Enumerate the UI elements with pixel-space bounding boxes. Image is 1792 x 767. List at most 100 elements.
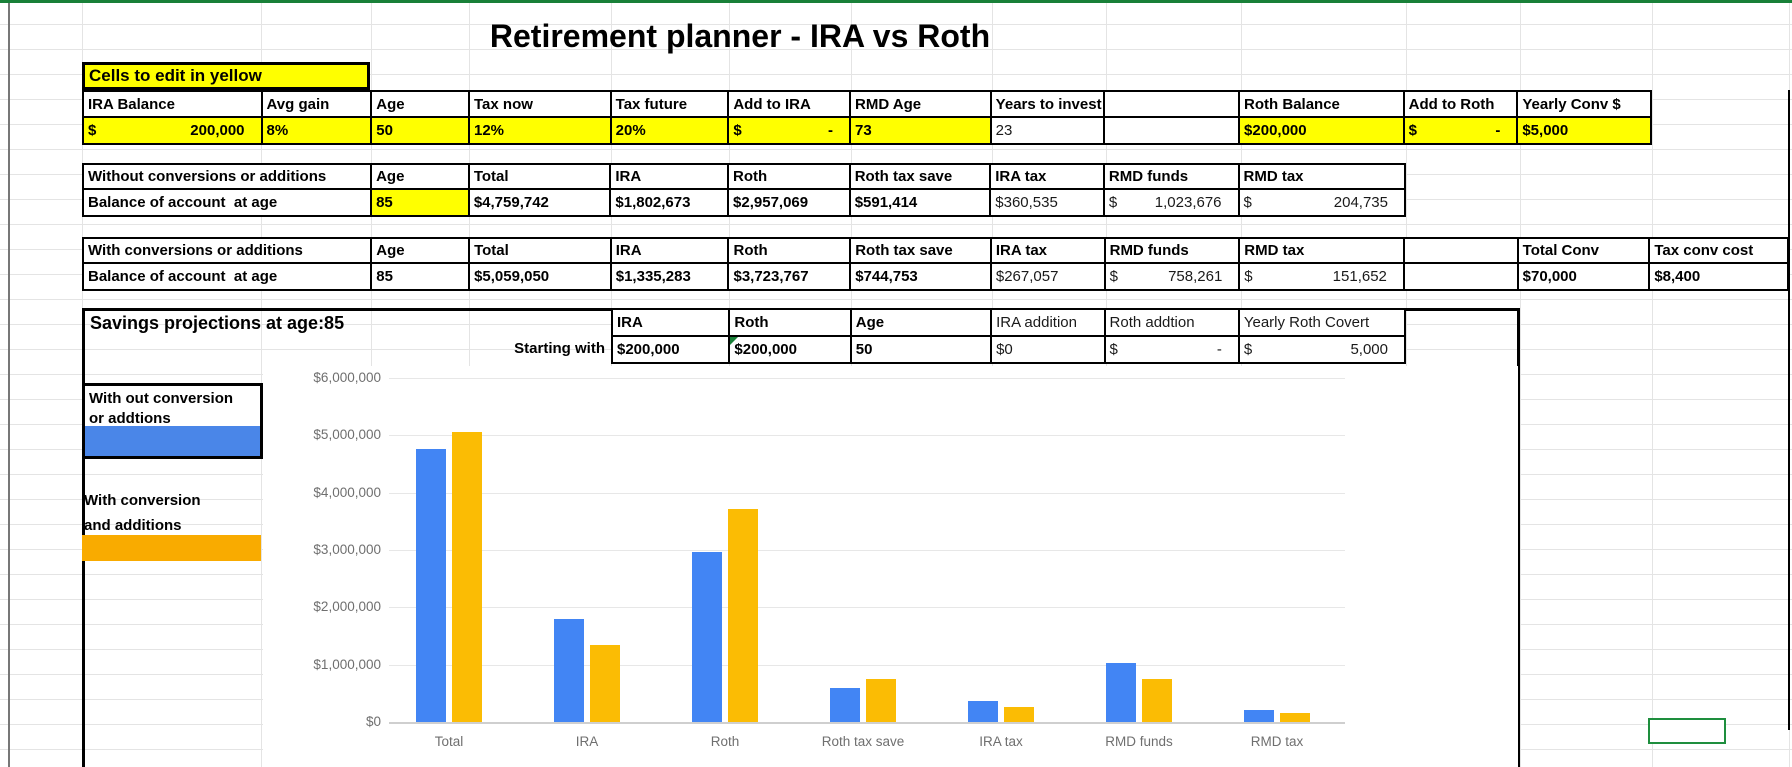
with-tax-cost[interactable]: $8,400 <box>1654 268 1701 285</box>
header-avg-gain[interactable]: Avg gain <box>263 92 373 116</box>
header-add-to-roth[interactable]: Add to Roth <box>1405 92 1519 116</box>
cell-ira-balance[interactable]: $200,000 <box>84 118 263 143</box>
without-h-age[interactable]: Age <box>372 165 470 188</box>
with-total-conv[interactable]: $70,000 <box>1519 264 1651 289</box>
with-row-label[interactable]: Balance of account at age <box>84 264 373 289</box>
cell-age[interactable]: 50 <box>372 118 470 143</box>
with-roth-save[interactable]: $744,753 <box>851 264 992 289</box>
frozen-row-divider <box>0 0 1792 3</box>
without-roth-save[interactable]: $591,414 <box>851 190 992 215</box>
without-h-roth[interactable]: Roth <box>729 165 851 188</box>
with-h-blank[interactable] <box>1405 239 1519 262</box>
page-title: Retirement planner - IRA vs Roth <box>489 18 991 54</box>
with-h-roth-save[interactable]: Roth tax save <box>851 239 992 262</box>
with-rmd-tax[interactable]: $151,652 <box>1240 264 1405 289</box>
savings-title[interactable]: Savings projections at age:85 <box>90 313 345 333</box>
with-roth[interactable]: $3,723,767 <box>729 264 852 289</box>
without-roth[interactable]: $2,957,069 <box>729 190 851 215</box>
savings-yearly-roth-convert[interactable]: $5,000 <box>1243 341 1388 358</box>
with-h-rmd-tax[interactable]: RMD tax <box>1240 239 1405 262</box>
gridline <box>1520 0 1521 767</box>
header-tax-future[interactable]: Tax future <box>612 92 730 116</box>
without-conversions-table: Without conversions or additions Age Tot… <box>82 163 1406 217</box>
savings-h-yearly-roth[interactable]: Yearly Roth Covert <box>1243 314 1370 331</box>
without-ira-tax[interactable]: $360,535 <box>991 190 1105 215</box>
savings-h-roth-addition[interactable]: Roth addtion <box>1106 310 1240 335</box>
without-title[interactable]: Without conversions or additions <box>84 165 373 188</box>
cell-roth-balance[interactable]: $200,000 <box>1240 118 1405 143</box>
with-h-age[interactable]: Age <box>372 239 471 262</box>
chart-ytick-label: $0 <box>365 714 381 729</box>
header-ira-balance[interactable]: IRA Balance <box>84 92 263 116</box>
cell-rmd-age[interactable]: 73 <box>851 118 992 143</box>
chart-ytick-label: $6,000,000 <box>313 370 381 385</box>
legend-with-conversion[interactable]: With conversion and additions <box>84 488 201 538</box>
chart-gridline <box>389 664 1345 666</box>
header-years-invest[interactable]: Years to invest <box>992 92 1106 116</box>
with-total[interactable]: $5,059,050 <box>470 264 612 289</box>
with-rmd-funds[interactable]: $758,261 <box>1106 264 1241 289</box>
starting-with-label[interactable]: Starting with <box>514 340 605 357</box>
legend-without-line2: or addtions <box>89 410 171 427</box>
cell-tax-now[interactable]: 12% <box>470 118 612 143</box>
with-title[interactable]: With conversions or additions <box>84 239 373 262</box>
savings-h-roth[interactable]: Roth <box>730 310 852 335</box>
chart-category-label: IRA tax <box>979 734 1023 749</box>
savings-h-ira-addition[interactable]: IRA addition <box>992 310 1106 335</box>
with-ira[interactable]: $1,335,283 <box>612 264 730 289</box>
legend-orange-swatch[interactable] <box>82 535 261 561</box>
with-conversions-table: With conversions or additions Age Total … <box>82 237 1789 291</box>
cell-tax-future[interactable]: 20% <box>611 118 730 143</box>
with-h-total-conv[interactable]: Total Conv <box>1519 239 1651 262</box>
bar-chart[interactable]: $0 $1,000,000 $2,000,000 $3,000,000 $4,000,0… <box>263 366 1518 767</box>
chart-bar <box>1280 713 1310 722</box>
savings-age[interactable]: 50 <box>852 337 993 362</box>
selected-cell[interactable] <box>1648 718 1726 744</box>
with-h-total[interactable]: Total <box>470 239 612 262</box>
cell-avg-gain[interactable]: 8% <box>262 118 373 143</box>
without-rmd-funds[interactable]: $1,023,676 <box>1105 190 1240 215</box>
without-h-rmd-tax[interactable]: RMD tax <box>1243 168 1304 185</box>
cell-blank[interactable] <box>1105 118 1241 143</box>
savings-ira-addition[interactable]: $0 <box>992 337 1106 362</box>
header-age[interactable]: Age <box>372 92 470 116</box>
with-h-ira[interactable]: IRA <box>612 239 730 262</box>
header-rmd-age[interactable]: RMD Age <box>851 92 992 116</box>
without-h-total[interactable]: Total <box>470 165 612 188</box>
savings-roth-addition[interactable]: $ - <box>1106 337 1240 362</box>
with-h-rmd-funds[interactable]: RMD funds <box>1106 239 1241 262</box>
with-ira-tax[interactable]: $267,057 <box>992 264 1106 289</box>
with-h-ira-tax[interactable]: IRA tax <box>992 239 1106 262</box>
without-row-label[interactable]: Balance of account at age <box>84 190 373 215</box>
without-h-roth-save[interactable]: Roth tax save <box>851 165 992 188</box>
with-h-roth[interactable]: Roth <box>729 239 852 262</box>
cell-add-to-ira[interactable]: $ - <box>729 118 852 143</box>
chart-bar <box>968 701 998 722</box>
savings-ira[interactable]: $200,000 <box>613 337 731 362</box>
cell-add-to-roth[interactable]: $ - <box>1404 118 1519 143</box>
with-h-tax-cost[interactable]: Tax conv cost <box>1654 242 1754 259</box>
without-h-rmd-funds[interactable]: RMD funds <box>1105 165 1240 188</box>
header-tax-now[interactable]: Tax now <box>470 92 612 116</box>
chart-ytick-label: $3,000,000 <box>313 542 381 557</box>
without-h-ira[interactable]: IRA <box>611 165 730 188</box>
with-age[interactable]: 85 <box>372 264 471 289</box>
header-yearly-conv[interactable]: Yearly Conv $ <box>1522 95 1621 113</box>
cell-yearly-conv[interactable]: $5,000 <box>1518 118 1650 143</box>
savings-h-age[interactable]: Age <box>852 310 993 335</box>
header-roth-balance[interactable]: Roth Balance <box>1240 92 1405 116</box>
without-ira[interactable]: $1,802,673 <box>611 190 730 215</box>
legend-without-conversion[interactable]: With out conversion or addtions <box>82 383 263 459</box>
without-total[interactable]: $4,759,742 <box>470 190 612 215</box>
cell-years-invest[interactable]: 23 <box>992 118 1106 143</box>
header-blank[interactable] <box>1105 92 1241 116</box>
with-blank[interactable] <box>1405 264 1519 289</box>
header-add-to-ira[interactable]: Add to IRA <box>729 92 852 116</box>
savings-h-ira[interactable]: IRA <box>613 310 731 335</box>
without-h-ira-tax[interactable]: IRA tax <box>991 165 1105 188</box>
without-rmd-tax[interactable]: $204,735 <box>1243 194 1388 211</box>
without-age[interactable]: 85 <box>372 190 470 215</box>
chart-ytick-label: $2,000,000 <box>313 599 381 615</box>
edit-note-cell[interactable]: Cells to edit in yellow <box>82 62 370 90</box>
savings-roth[interactable]: $200,000 <box>730 337 852 362</box>
